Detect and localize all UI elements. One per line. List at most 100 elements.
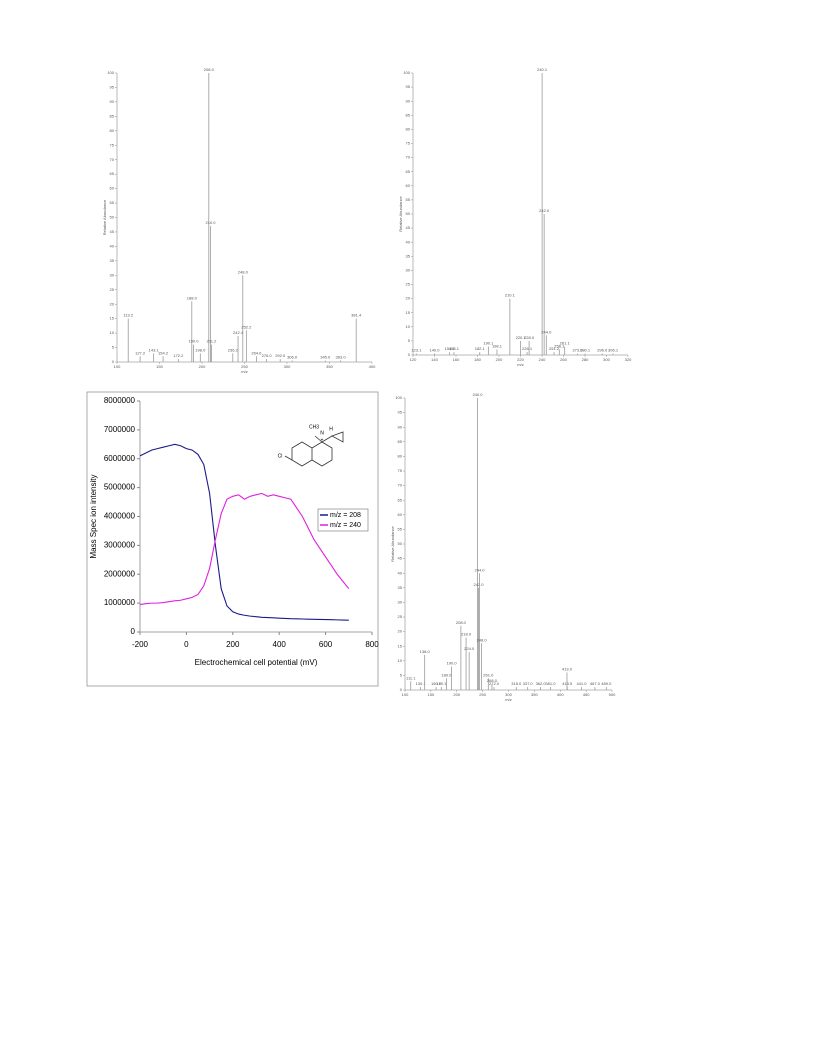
peak-label: 190.0 xyxy=(447,661,458,666)
peak-label: 248.0 xyxy=(477,637,488,642)
y-tick-label: 2000000 xyxy=(104,569,136,578)
x-tick-label: 600 xyxy=(319,640,333,649)
structure-label: CH3 xyxy=(309,424,319,430)
peak-label: 170.1 xyxy=(436,681,447,686)
peak-label: 244.0 xyxy=(541,329,552,334)
series-line xyxy=(139,443,349,621)
y-tick-label: 95 xyxy=(406,84,411,89)
x-tick-label: 100 xyxy=(114,364,121,369)
peak-label: 296.0 xyxy=(597,348,608,353)
y-tick-label: 3000000 xyxy=(104,540,136,549)
peak-label: 190.0 xyxy=(188,339,199,344)
y-tick-label: 5 xyxy=(408,338,411,343)
y-tick-label: 50 xyxy=(110,215,115,220)
y-tick-label: 85 xyxy=(406,112,411,117)
x-tick-label: 200 xyxy=(199,364,206,369)
y-tick-label: 15 xyxy=(398,643,403,648)
y-tick-label: 80 xyxy=(398,453,403,458)
structure-label: H xyxy=(329,426,333,432)
y-tick-label: 75 xyxy=(110,142,115,147)
peak-label: 113.2 xyxy=(123,313,133,318)
y-tick-label: 70 xyxy=(398,483,403,488)
y-tick-label: 90 xyxy=(110,99,115,104)
y-tick-label: 40 xyxy=(398,570,403,575)
x-tick-label: 350 xyxy=(326,364,333,369)
y-tick-label: 100 xyxy=(107,70,114,75)
spectrum-1: 0 5 10 15 20 25 30 35 40 45 50 55 60 65 70 75 80 85 90 95 10… xyxy=(102,67,376,374)
y-axis-title: Relative Abundance xyxy=(390,525,395,561)
peak-label: 381.4 xyxy=(351,313,362,318)
peak-label: 208.0 xyxy=(204,67,215,72)
peak-label: 158.1 xyxy=(449,346,460,351)
y-tick-label: 45 xyxy=(398,556,403,561)
peak-label: 363.0 xyxy=(336,355,347,360)
y-tick-label: 70 xyxy=(406,155,411,160)
y-tick-label: 75 xyxy=(406,141,411,146)
peak-label: 127.2 xyxy=(135,350,146,355)
peak-label: 252.2 xyxy=(241,324,252,329)
peak-label: 154.1 xyxy=(445,346,456,351)
y-tick-label: 0 xyxy=(408,352,411,357)
x-tick-label: 200 xyxy=(226,640,240,649)
x-axis-title: Electrochemical cell potential (mV) xyxy=(195,658,318,667)
x-tick-label: 160 xyxy=(453,357,460,362)
y-tick-label: 95 xyxy=(398,410,403,415)
x-tick-label: 320 xyxy=(625,357,632,362)
peak-label: 242.0 xyxy=(539,208,550,213)
peak-label: 224.0 xyxy=(464,646,475,651)
peak-label: 198.0 xyxy=(195,347,206,352)
peak-label: 111.1 xyxy=(406,675,416,680)
x-tick-label: 400 xyxy=(557,692,564,697)
peak-label: 220.1 xyxy=(516,335,527,340)
x-axis-title: m/z xyxy=(505,697,511,702)
y-tick-label: 30 xyxy=(398,599,403,604)
y-tick-label: 25 xyxy=(406,282,411,287)
peak-label: 242.0 xyxy=(473,582,484,587)
peak-label: 190.1 xyxy=(483,341,494,346)
y-tick-label: 65 xyxy=(406,169,411,174)
y-tick-label: 15 xyxy=(110,316,115,321)
y-tick-label: 4000000 xyxy=(104,512,136,521)
chart-frame xyxy=(86,391,379,687)
y-tick-label: 1000000 xyxy=(104,598,136,607)
x-tick-label: 150 xyxy=(428,692,435,697)
y-tick-label: 20 xyxy=(110,301,115,306)
y-tick-label: 70 xyxy=(110,157,115,162)
y-tick-label: 50 xyxy=(406,211,411,216)
y-tick-label: 0 xyxy=(112,359,115,364)
y-tick-label: 65 xyxy=(398,497,403,502)
peak-label: 256.1 xyxy=(554,343,565,348)
y-tick-label: 85 xyxy=(110,113,115,118)
peak-label: 261.0 xyxy=(483,672,494,677)
peak-label: 211.2 xyxy=(207,339,217,344)
y-tick-label: 20 xyxy=(406,296,411,301)
peak-label: 362.0 xyxy=(536,681,547,686)
y-tick-label: 25 xyxy=(398,614,403,619)
x-tick-label: 120 xyxy=(410,357,417,362)
x-tick-label: 800 xyxy=(365,640,379,649)
x-tick-label: 100 xyxy=(402,692,409,697)
x-tick-label: 250 xyxy=(241,364,248,369)
peak-label: 210.0 xyxy=(205,220,216,225)
peak-label: 306.0 xyxy=(287,355,298,360)
structure-label: N xyxy=(320,430,324,436)
peak-label: 413.5 xyxy=(562,681,573,686)
peak-label: 240.1 xyxy=(537,67,548,72)
y-tick-label: 35 xyxy=(110,258,115,263)
y-tick-label: 85 xyxy=(398,439,403,444)
series-line xyxy=(139,492,350,606)
y-axis-title: Relative Abundance xyxy=(398,195,403,231)
y-tick-label: 65 xyxy=(110,171,115,176)
x-tick-label: 180 xyxy=(474,357,481,362)
y-tick-label: 55 xyxy=(110,200,115,205)
peak-label: 272.0 xyxy=(489,681,500,686)
y-tick-label: 40 xyxy=(406,239,411,244)
peak-label: 306.1 xyxy=(608,348,619,353)
peak-label: 210.1 xyxy=(505,293,516,298)
peak-label: 143.1 xyxy=(149,347,160,352)
y-tick-label: 80 xyxy=(110,128,115,133)
y-tick-label: 40 xyxy=(110,243,115,248)
y-tick-label: 20 xyxy=(398,629,403,634)
peak-label: 140.0 xyxy=(429,348,440,353)
